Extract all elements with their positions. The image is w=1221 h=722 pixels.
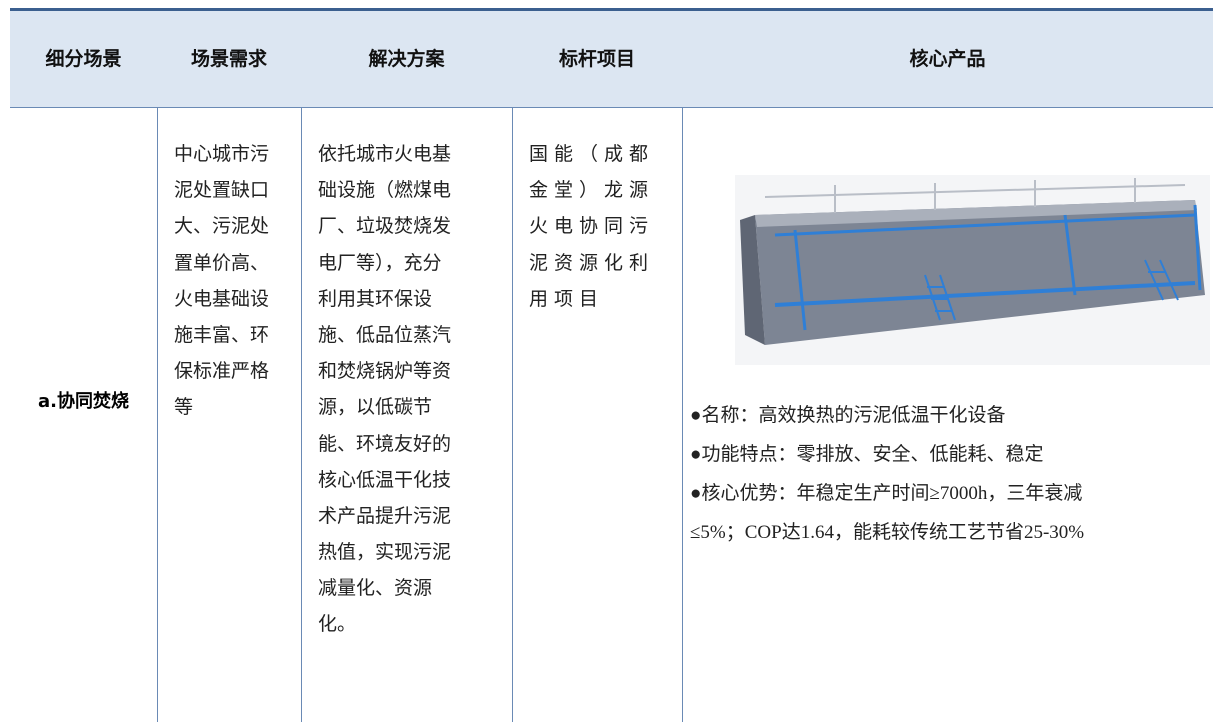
solution-line: 础设施（燃煤电 [318, 180, 452, 202]
need-line: 中心城市污 [174, 144, 270, 165]
product-line: ●名称：高效换热的污泥低温干化设备 [690, 405, 1006, 426]
solution-line: 电厂等），充分 [318, 252, 442, 274]
solution-line: 和焚烧锅炉等资 [318, 361, 452, 383]
project-line: 国能（成都 [529, 144, 655, 165]
solution-line: 源，以低碳节 [318, 397, 433, 419]
solution-line: 化。 [318, 614, 357, 636]
product-line: ●核心优势：年稳定生产时间≥7000h，三年衰减 [690, 483, 1083, 504]
project-line: 用项目 [529, 288, 605, 310]
column-rule [512, 108, 513, 722]
product-cell: ●名称：高效换热的污泥低温干化设备 ●功能特点：零排放、安全、低能耗、稳定 ●核心优… [690, 396, 1084, 552]
solution-line: 术产品提升污泥 [318, 505, 452, 527]
solution-line: 厂、垃圾焚烧发 [318, 216, 452, 238]
need-line: 保标准严格 [174, 361, 270, 383]
solution-line: 利用其环保设 [318, 288, 433, 310]
project-line: 泥资源化利 [529, 252, 655, 274]
product-line: ≤5%；COP达1.64，能耗较传统工艺节省25-30% [690, 522, 1085, 543]
column-rule [157, 108, 158, 722]
need-line: 等 [174, 397, 194, 419]
solution-line: 施、低品位蒸汽 [318, 324, 452, 346]
header-cell: 细分场景 [45, 48, 122, 70]
need-line: 施丰富、环 [174, 324, 270, 346]
product-line: ●功能特点：零排放、安全、低能耗、稳定 [690, 444, 1044, 465]
need-line: 置单价高、 [174, 252, 270, 274]
solution-line: 依托城市火电基 [318, 144, 452, 165]
header-row [10, 11, 1213, 108]
header-cell: 标杆项目 [558, 48, 635, 70]
solution-line: 热值，实现污泥 [318, 542, 452, 564]
header-cell: 解决方案 [368, 48, 445, 70]
top-rule [10, 8, 1213, 11]
solution-cell: 依托城市火电基 础设施（燃煤电 厂、垃圾焚烧发 电厂等），充分 利用其环保设 施、低品位蒸… [318, 137, 451, 644]
scene-cell: a.协同焚烧 [38, 391, 129, 412]
project-cell: 国能（成都金堂）龙源火电协同污泥资源化利用项目 [529, 137, 654, 318]
project-line: 金堂）龙源 [529, 180, 655, 202]
product-image [735, 175, 1210, 365]
header-cell: 核心产品 [909, 48, 986, 70]
project-line: 火电协同污 [529, 216, 655, 238]
solution-line: 能、环境友好的 [318, 433, 452, 455]
header-cell: 场景需求 [190, 48, 267, 70]
need-line: 大、污泥处 [174, 216, 270, 238]
column-rule [301, 108, 302, 722]
column-rule [682, 108, 683, 722]
needs-cell: 中心城市污泥处置缺口大、污泥处置单价高、火电基础设施丰富、环保标准严格等 [174, 137, 269, 427]
need-line: 火电基础设 [174, 288, 270, 310]
solution-line: 减量化、资源 [318, 578, 433, 600]
need-line: 泥处置缺口 [174, 180, 270, 202]
solution-line: 核心低温干化技 [318, 469, 452, 491]
